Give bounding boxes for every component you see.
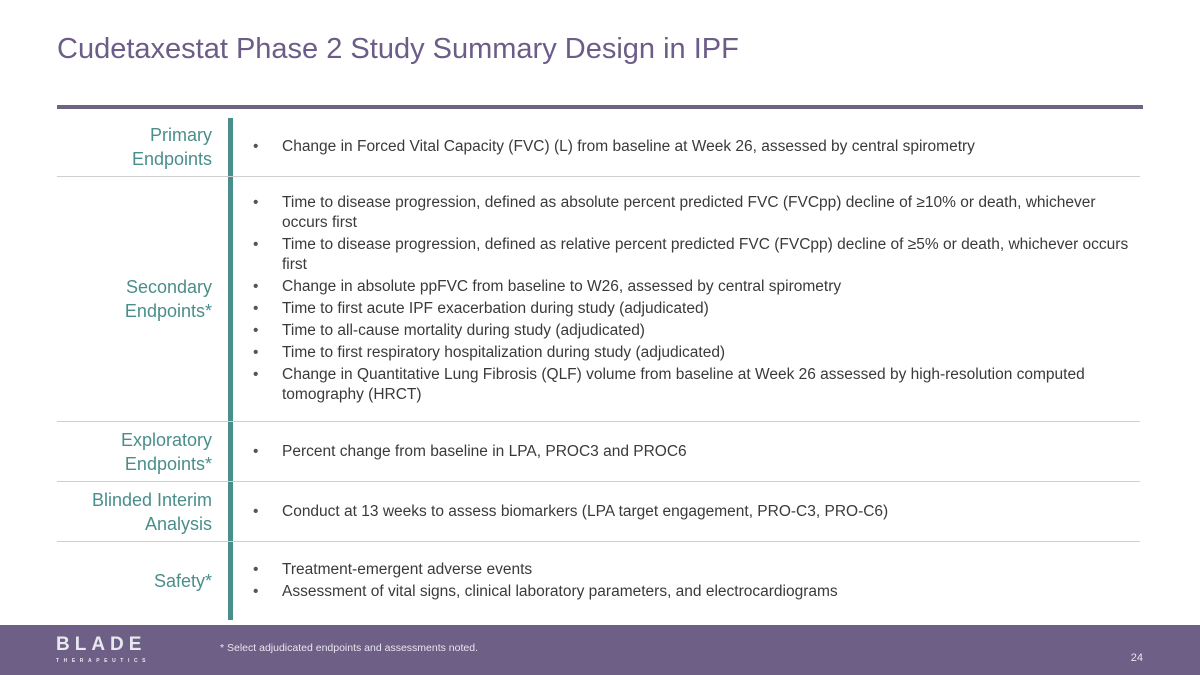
row-label-line: Endpoints* bbox=[124, 301, 212, 321]
bullet-item: Time to disease progression, defined as … bbox=[253, 235, 1140, 275]
accent-bar bbox=[228, 118, 233, 176]
row-label-line: Secondary bbox=[125, 277, 212, 297]
bullet-item: Change in absolute ppFVC from baseline t… bbox=[253, 277, 1140, 297]
bullet-item: Percent change from baseline in LPA, PRO… bbox=[253, 442, 1140, 462]
row-label-line: Safety* bbox=[153, 571, 212, 591]
bullet-item: Conduct at 13 weeks to assess biomarkers… bbox=[253, 502, 1140, 522]
bullet-item: Assessment of vital signs, clinical labo… bbox=[253, 582, 1140, 602]
table-row: Secondary Endpoints* Time to disease progr… bbox=[57, 177, 1140, 422]
logo-subtext: THERAPEUTICS bbox=[56, 658, 151, 664]
bullet-item: Time to first respiratory hospitalizatio… bbox=[253, 343, 1140, 363]
logo-text: BLADE bbox=[56, 634, 147, 655]
row-label-line: Primary bbox=[150, 125, 212, 145]
bullet-list: Conduct at 13 weeks to assess biomarkers… bbox=[233, 494, 1140, 530]
row-label-line: Endpoints* bbox=[124, 453, 212, 474]
bullet-list: Change in Forced Vital Capacity (FVC) (L… bbox=[233, 129, 1140, 165]
bullet-item: Time to all-cause mortality during study… bbox=[253, 321, 1140, 341]
bullet-item: Time to first acute IPF exacerbation dur… bbox=[253, 299, 1140, 319]
page-title: Cudetaxestat Phase 2 Study Summary Desig… bbox=[57, 33, 739, 65]
accent-bar bbox=[228, 482, 233, 541]
accent-bar bbox=[228, 177, 233, 421]
table-row: Exploratory Endpoints* Percent change from… bbox=[57, 422, 1140, 482]
row-label-line: Analysis bbox=[144, 513, 212, 534]
page-number: 24 bbox=[1130, 652, 1143, 664]
row-label-line: Blinded Interim bbox=[91, 489, 212, 510]
accent-bar bbox=[228, 542, 233, 620]
bullet-item: Time to disease progression, defined as … bbox=[253, 193, 1140, 233]
row-label-line: Exploratory bbox=[120, 429, 212, 450]
bullet-list: Time to disease progression, defined as … bbox=[233, 185, 1140, 413]
bullet-list: Percent change from baseline in LPA, PRO… bbox=[233, 434, 1140, 470]
study-design-table: Primary Endpoints Change in Forced Vital C… bbox=[57, 118, 1140, 620]
blade-logo: BLADE THERAPEUTICS bbox=[56, 634, 150, 664]
table-row: Primary Endpoints Change in Forced Vital C… bbox=[57, 118, 1140, 177]
footer: BLADE THERAPEUTICS * Select adjudicated … bbox=[0, 625, 1200, 675]
footnote: * Select adjudicated endpoints and asses… bbox=[220, 642, 479, 654]
row-label: Safety* bbox=[57, 569, 212, 593]
title-divider bbox=[57, 105, 1143, 109]
bullet-item: Change in Quantitative Lung Fibrosis (QL… bbox=[253, 365, 1140, 405]
row-label: Primary Endpoints bbox=[57, 123, 212, 171]
row-label-line: Endpoints bbox=[131, 149, 212, 169]
bullet-item: Treatment-emergent adverse events bbox=[253, 560, 1140, 580]
bullet-list: Treatment-emergent adverse eventsAssessm… bbox=[233, 552, 1140, 610]
row-label: Secondary Endpoints* bbox=[57, 275, 212, 323]
table-row: Blinded Interim Analysis Conduct at 13 wee… bbox=[57, 482, 1140, 542]
row-label: Exploratory Endpoints* bbox=[57, 428, 212, 476]
table-row: Safety* Treatment-emergent adverse events… bbox=[57, 542, 1140, 620]
bullet-item: Change in Forced Vital Capacity (FVC) (L… bbox=[253, 137, 1140, 157]
accent-bar bbox=[228, 422, 233, 481]
row-label: Blinded Interim Analysis bbox=[57, 488, 212, 536]
